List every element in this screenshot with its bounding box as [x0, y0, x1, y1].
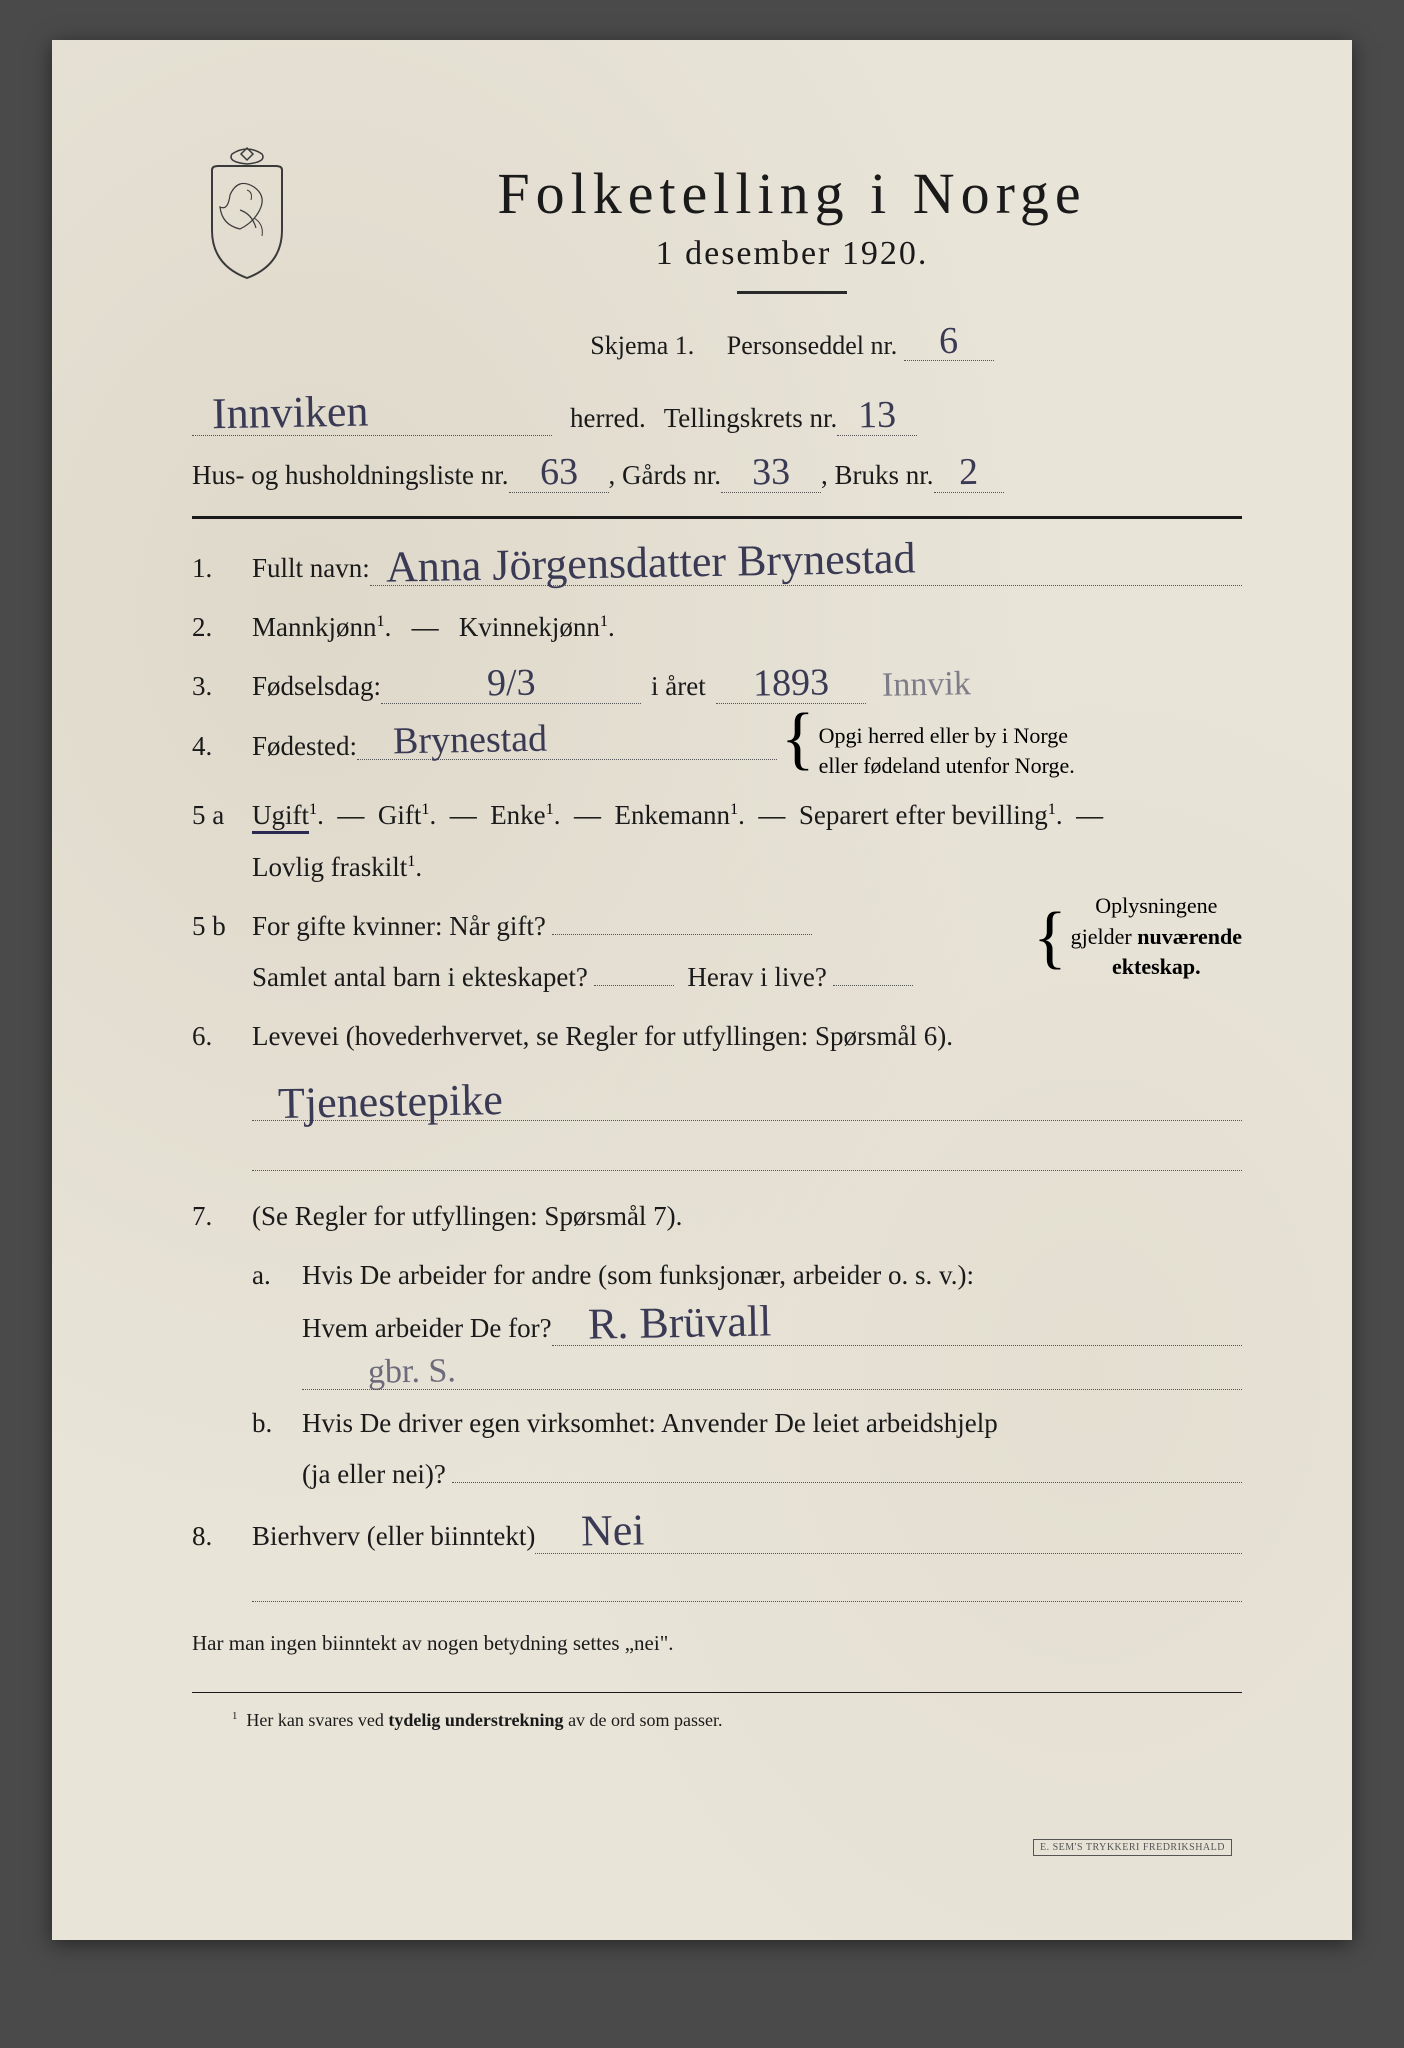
q4-note: Opgi herred eller by i Norge eller fødel…: [819, 721, 1075, 783]
q7b-label1: Hvis De driver egen virksomhet: Anvender…: [302, 1408, 998, 1438]
q3-mid: i året: [651, 661, 706, 712]
q3-extra: Innvik: [875, 667, 976, 703]
form-body: Innviken herred. Tellingskrets nr. 13 Hu…: [192, 391, 1242, 1737]
skjema-label-left: Skjema 1.: [590, 331, 694, 360]
q8-value: Nei: [575, 1508, 651, 1553]
q5b-note-3: ekteskap.: [1112, 954, 1201, 979]
q5a-enke: Enke: [490, 800, 545, 830]
q2-num: 2.: [192, 602, 252, 653]
footnote-rule: [192, 1692, 1242, 1693]
hus-label: Hus- og husholdningsliste nr.: [192, 450, 509, 501]
footnote-num: 1: [232, 1710, 237, 1722]
q8-num: 8.: [192, 1511, 252, 1562]
q8-row: 8. Bierhverv (eller biinntekt) Nei: [192, 1509, 1242, 1562]
q3-row: 3. Fødselsdag: 9/3 i året 1893 Innvik: [192, 661, 1242, 712]
title-sub: 1 desember 1920.: [342, 235, 1242, 273]
q1-value: Anna Jörgensdatter Brynestad: [379, 536, 921, 589]
q7a-value1: R. Brüvall: [581, 1300, 777, 1347]
title-main: Folketelling i Norge: [342, 160, 1242, 227]
q7-row: 7. (Se Regler for utfyllingen: Spørsmål …: [192, 1191, 1242, 1242]
q4-value: Brynestad: [387, 719, 554, 760]
hus-line: Hus- og husholdningsliste nr. 63 , Gårds…: [192, 450, 1242, 501]
q7-label: (Se Regler for utfyllingen: Spørsmål 7).: [252, 1201, 682, 1231]
q7a-value2: gbr. S.: [362, 1354, 462, 1390]
q7a-row: a. Hvis De arbeider for andre (som funks…: [192, 1250, 1242, 1390]
q1-label: Fullt navn:: [252, 543, 370, 594]
bruks-nr: 2: [953, 453, 985, 492]
skjema-label-right: Personseddel nr.: [727, 331, 897, 360]
herred-line: Innviken herred. Tellingskrets nr. 13: [192, 391, 1242, 444]
q5a-separert: Separert efter bevilling: [799, 800, 1048, 830]
coat-of-arms: [192, 140, 302, 280]
q7b-num: b.: [252, 1398, 302, 1449]
q4-note-1: Opgi herred eller by i Norge: [819, 723, 1068, 748]
q7-num: 7.: [192, 1191, 252, 1242]
q1-num: 1.: [192, 543, 252, 594]
herred-value: Innviken: [192, 390, 375, 437]
q7a-label1: Hvis De arbeider for andre (som funksjon…: [302, 1260, 974, 1290]
foot-line1: Har man ingen biinntekt av nogen betydni…: [192, 1624, 1242, 1664]
q5b-num: 5 b: [192, 901, 252, 952]
q5b-note-2: gjelder nuværende: [1071, 924, 1242, 949]
bruks-label: Bruks nr.: [835, 450, 934, 501]
q2-mann: Mannkjønn: [252, 612, 377, 642]
q7b-label2: (ja eller nei)?: [302, 1449, 446, 1500]
census-form-page: Folketelling i Norge 1 desember 1920. Sk…: [52, 40, 1352, 1940]
gards-nr: 33: [746, 453, 797, 492]
q3-year: 1893: [746, 664, 835, 704]
q5a-gift: Gift: [378, 800, 422, 830]
q5a-row: 5 a Ugift1. — Gift1. — Enke1. — Enkemann…: [192, 790, 1242, 893]
header-row: Folketelling i Norge 1 desember 1920. Sk…: [192, 140, 1242, 381]
title-block: Folketelling i Norge 1 desember 1920. Sk…: [342, 140, 1242, 381]
q7a-num: a.: [252, 1250, 302, 1301]
hus-nr: 63: [533, 453, 584, 492]
q6-row: 6. Levevei (hovederhvervet, se Regler fo…: [192, 1011, 1242, 1062]
q5b-sidenote: { Oplysningene gjelder nuværende ekteska…: [1029, 891, 1242, 983]
skjema-line: Skjema 1. Personseddel nr. 6: [342, 322, 1242, 361]
herred-label: herred.: [570, 393, 646, 444]
q5a-num: 5 a: [192, 790, 252, 841]
q7a-label2: Hvem arbeider De for?: [302, 1303, 552, 1354]
heavy-rule-1: [192, 516, 1242, 519]
q2-row: 2. Mannkjønn1. — Kvinnekjønn1.: [192, 602, 1242, 653]
q3-label: Fødselsdag:: [252, 661, 381, 712]
q6-fill-2: [252, 1141, 1242, 1171]
q3-day: 9/3: [480, 664, 541, 703]
q4-note-2: eller fødeland utenfor Norge.: [819, 753, 1075, 778]
q7b-row: b. Hvis De driver egen virksomhet: Anven…: [192, 1398, 1242, 1501]
q5a-enkemann: Enkemann: [615, 800, 730, 830]
q4-num: 4.: [192, 721, 252, 772]
q6-num: 6.: [192, 1011, 252, 1062]
tellingskrets-label: Tellingskrets nr.: [664, 393, 838, 444]
q5b-label2: Samlet antal barn i ekteskapet?: [252, 952, 588, 1003]
crest-svg: [192, 140, 302, 280]
q8-label: Bierhverv (eller biinntekt): [252, 1511, 535, 1562]
q4-label: Fødested:: [252, 721, 357, 772]
footnote: 1 Her kan svares ved tydelig understrekn…: [192, 1703, 1242, 1737]
brace-icon: {: [781, 721, 815, 756]
personseddel-nr: 6: [933, 322, 965, 361]
footnote-text: Her kan svares ved tydelig understreknin…: [246, 1710, 722, 1730]
q5a-ugift: Ugift: [252, 800, 309, 834]
tellingskrets-nr: 13: [852, 396, 903, 435]
q4-row: 4. Fødested: Brynestad { Opgi herred ell…: [192, 721, 1242, 783]
q6-fill: Tjenestepike: [252, 1071, 1242, 1121]
brace-icon-2: {: [1033, 920, 1067, 955]
q5a-fraskilt: Lovlig fraskilt: [252, 852, 407, 882]
gards-label: Gårds nr.: [622, 450, 721, 501]
q6-value: Tjenestepike: [272, 1078, 510, 1126]
printer-mark: E. SEM'S TRYKKERI FREDRIKSHALD: [1033, 1839, 1232, 1856]
q1-row: 1. Fullt navn: Anna Jörgensdatter Brynes…: [192, 541, 1242, 594]
q2-kvinne: Kvinnekjønn: [459, 612, 600, 642]
q5b-row: 5 b { Oplysningene gjelder nuværende ekt…: [192, 901, 1242, 1004]
q5b-label1: For gifte kvinner: Når gift?: [252, 901, 546, 952]
q6-label: Levevei (hovederhvervet, se Regler for u…: [252, 1021, 953, 1051]
title-rule: [737, 291, 847, 294]
q3-num: 3.: [192, 661, 252, 712]
q5b-note-1: Oplysningene: [1095, 893, 1217, 918]
q5b-label3: Herav i live?: [687, 952, 826, 1003]
q8-fill-2: [252, 1576, 1242, 1602]
